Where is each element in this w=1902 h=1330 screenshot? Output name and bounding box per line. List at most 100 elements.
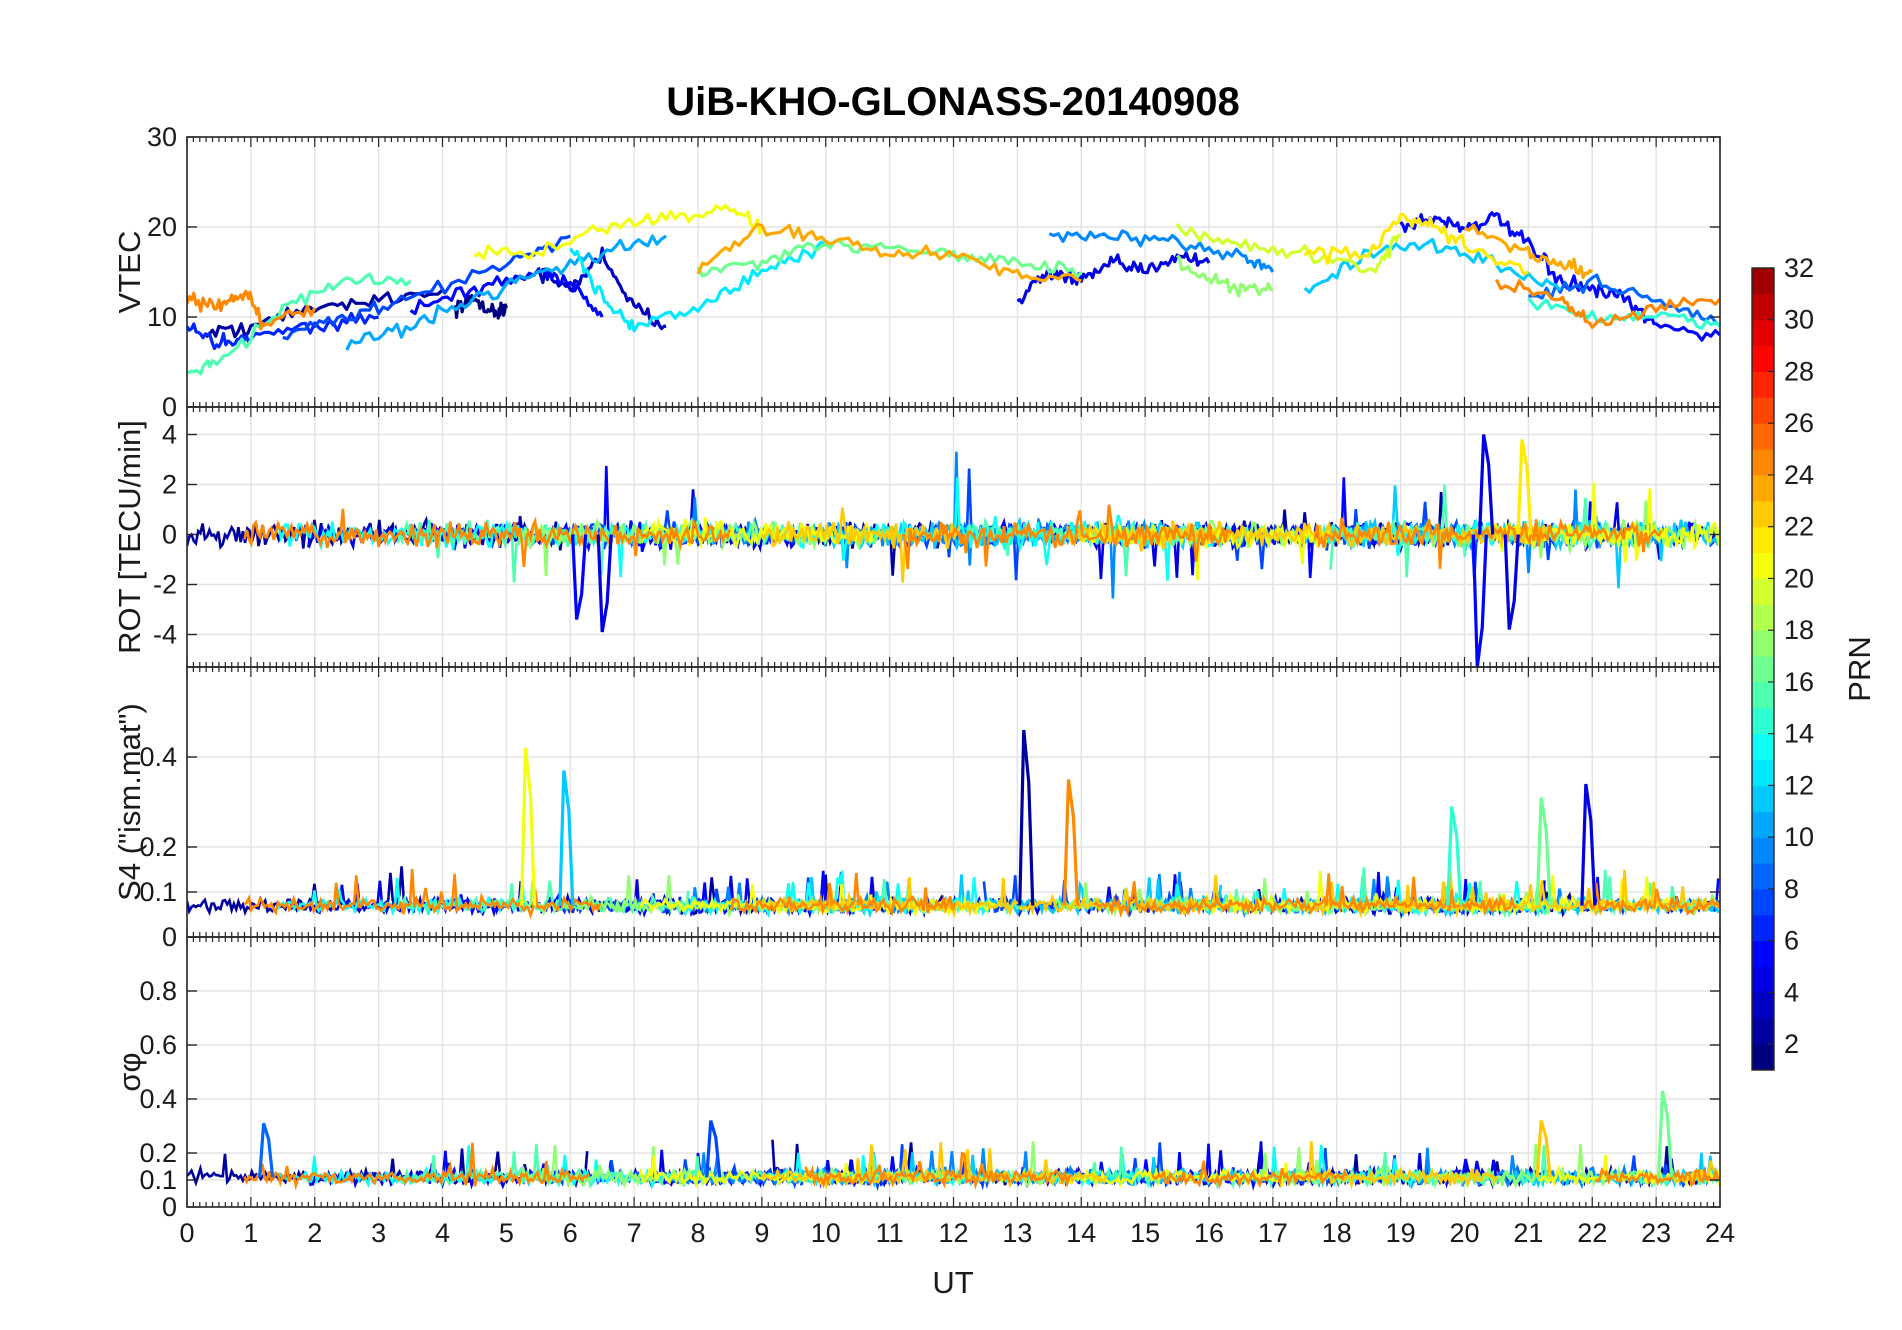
x-tick-label: 2	[307, 1218, 322, 1248]
x-tick-label: 24	[1705, 1218, 1735, 1248]
rot-trace-prn-24	[1313, 517, 1663, 569]
colorbar-tick-label: 6	[1784, 926, 1799, 956]
x-tick-label: 0	[179, 1218, 194, 1248]
y-tick-label: -2	[153, 570, 177, 600]
colorbar-band	[1752, 759, 1774, 786]
rot-spike-prn-5	[1471, 534, 1488, 667]
series-sigma_phi	[187, 1090, 1720, 1192]
colorbar-band	[1752, 656, 1774, 683]
vtec-line-prn-9	[1048, 229, 1275, 273]
colorbar-band	[1752, 500, 1774, 528]
colorbar-band	[1752, 578, 1774, 605]
panel-s4: 0 0.1 0.2 0.4S4 ("ism.mat")	[112, 666, 1721, 952]
vtec-line-prn-24	[1494, 278, 1720, 329]
s4-trace-prn-24	[1581, 882, 1720, 916]
colorbar-tick-label: 12	[1784, 770, 1814, 800]
vtec-line-prn-5	[1399, 211, 1720, 342]
vtec-line-prn-11	[1303, 237, 1562, 294]
x-axis-label: UT	[932, 1265, 973, 1300]
rot-spike-prn-4	[1478, 434, 1495, 535]
x-tick-label: 22	[1577, 1218, 1607, 1248]
colorbar-band	[1752, 293, 1774, 321]
s4-trace-prn-24	[1093, 873, 1517, 918]
vtec-line-prn-12	[568, 240, 827, 333]
colorbar-tick-label: 8	[1784, 874, 1799, 904]
x-tick-label: 4	[435, 1218, 450, 1248]
y-tick-label: 0.2	[139, 1138, 177, 1168]
colorbar-band	[1752, 268, 1774, 295]
vtec-line-prn-19	[1175, 222, 1402, 274]
vtec-line-prn-5	[409, 267, 604, 318]
sigma_phi-trace-prn-24	[804, 1151, 1073, 1190]
sigma_phi-trace-prn-17	[1223, 1143, 1658, 1190]
sigma_phi-trace-prn-22	[1296, 1141, 1499, 1190]
y-tick-label: 10	[147, 302, 177, 332]
colorbar-band	[1752, 811, 1774, 838]
colorbar-tick-label: 14	[1784, 719, 1814, 749]
colorbar-tick-label: 24	[1784, 460, 1814, 490]
y-axis-label-s4: S4 ("ism.mat")	[112, 703, 147, 901]
y-tick-label: 0.6	[139, 1030, 177, 1060]
x-tick-label: 11	[876, 1218, 904, 1248]
rot-spike-prn-4	[1503, 534, 1520, 630]
sigma_phi-spike-prn-7	[705, 1120, 722, 1178]
x-tick-label: 1	[243, 1218, 258, 1248]
vtec-line-prn-14	[1527, 297, 1720, 330]
colorbar-tick-label: 18	[1784, 615, 1814, 645]
ticks-s4: 0 0.1 0.2 0.4	[139, 667, 1721, 952]
y-tick-label: 0	[162, 520, 177, 550]
colorbar-band	[1752, 604, 1774, 631]
sigma_phi-spike-prn-22	[1535, 1120, 1552, 1178]
rot-trace-prn-20	[639, 516, 875, 550]
colorbar-tick-label: 32	[1784, 253, 1814, 283]
s4-spike-prn-16	[1535, 797, 1552, 906]
series-s4	[187, 729, 1720, 920]
x-tick-label: 17	[1258, 1218, 1288, 1248]
rot-trace-prn-24	[243, 508, 731, 568]
x-tick-label: 18	[1322, 1218, 1352, 1248]
series-vtec	[187, 203, 1720, 376]
colorbar-band	[1752, 423, 1774, 450]
ticks-sigma_phi: 00.10.2 0.4 0.6 0.8	[139, 937, 1721, 1222]
y-tick-label: 0.4	[139, 1084, 177, 1114]
colorbar-band	[1752, 552, 1774, 579]
rot-spike-prn-5	[571, 534, 588, 620]
colorbar-tick-label: 16	[1784, 667, 1814, 697]
x-tick-label: 6	[563, 1218, 578, 1248]
vtec-line-prn-16	[696, 239, 1083, 280]
grid-rot	[186, 407, 1721, 667]
colorbar-frame	[1751, 267, 1775, 1071]
s4-trace-prn-24	[243, 868, 602, 920]
colorbar-band	[1752, 1018, 1774, 1045]
panel-sigma_phi: 00.10.2 0.4 0.6 0.8 σφ	[112, 936, 1721, 1222]
colorbar-band	[1752, 449, 1774, 476]
y-tick-label: 2	[162, 470, 177, 500]
colorbar-band	[1752, 914, 1774, 942]
colorbar-band	[1752, 345, 1774, 372]
y-tick-label: 0	[162, 922, 177, 952]
colorbar-band	[1752, 474, 1774, 502]
y-tick-label: 0.2	[139, 832, 177, 862]
panel-rot: -4 -2 0 2 4 ROT [TECU/min]	[112, 406, 1721, 668]
x-tick-label: 7	[627, 1218, 642, 1248]
vtec-line-prn-20	[473, 203, 764, 261]
x-tick-label: 9	[754, 1218, 769, 1248]
x-tick-label: 23	[1641, 1218, 1671, 1248]
y-tick-label: 0.8	[139, 976, 177, 1006]
colorbar-tick-label: 22	[1784, 512, 1814, 542]
vtec-line-prn-17	[1176, 254, 1274, 298]
x-tick-label: 19	[1386, 1218, 1416, 1248]
colorbar-tick-label: 26	[1784, 408, 1814, 438]
grid-vtec	[186, 136, 1721, 408]
x-tick-label: 12	[938, 1218, 968, 1248]
vtec-line-prn-24	[187, 289, 317, 331]
s4-spike-prn-2	[1018, 729, 1035, 906]
rot-spike-prn-21	[1516, 439, 1533, 535]
ticks-vtec: 0 10 20 30	[147, 122, 1721, 422]
colorbar-band	[1752, 707, 1774, 735]
x-tick-label: 10	[811, 1218, 841, 1248]
sigma_phi-trace-prn-22	[1664, 1160, 1720, 1185]
vtec-line-prn-23	[1463, 223, 1594, 280]
